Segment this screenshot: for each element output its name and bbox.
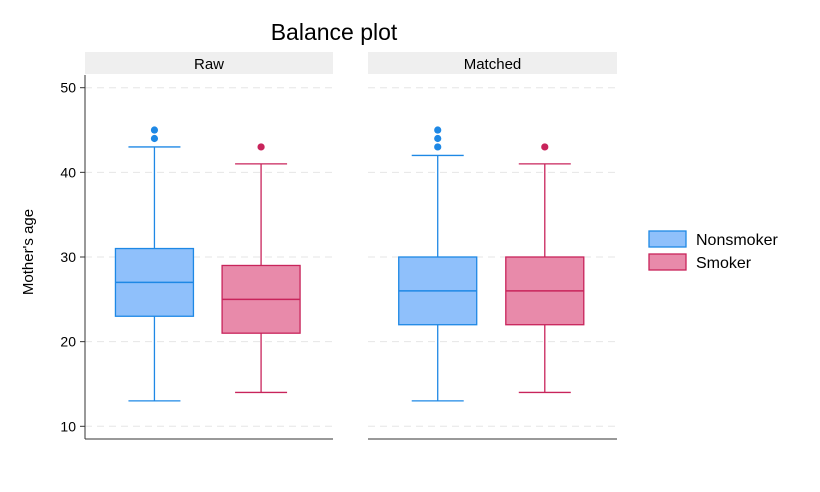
y-axis: 10 20 30 40 50 bbox=[60, 75, 86, 439]
legend-item-smoker: Smoker bbox=[648, 253, 752, 272]
y-axis-title: Mother's age bbox=[20, 209, 37, 295]
chart-title: Balance plot bbox=[271, 19, 398, 45]
y-tick-label: 50 bbox=[60, 80, 76, 96]
legend: Nonsmoker Smoker bbox=[648, 230, 778, 272]
y-tick-label: 30 bbox=[60, 249, 76, 265]
panel-strip-label: Raw bbox=[194, 56, 224, 73]
outlier-point bbox=[434, 143, 442, 151]
outlier-point bbox=[257, 143, 265, 151]
box-smoker bbox=[221, 143, 301, 394]
legend-label: Nonsmoker bbox=[696, 232, 778, 249]
legend-swatch bbox=[648, 230, 687, 248]
outlier-point bbox=[434, 126, 442, 134]
panel-raw: Raw bbox=[85, 52, 333, 440]
box-nonsmoker bbox=[114, 126, 195, 402]
panel-matched: Matched bbox=[368, 52, 617, 440]
y-tick-label: 20 bbox=[60, 334, 76, 350]
legend-swatch bbox=[648, 253, 687, 271]
box-nonsmoker bbox=[398, 126, 478, 402]
outlier-point bbox=[434, 134, 442, 143]
outlier-point bbox=[541, 143, 549, 151]
y-tick-label: 10 bbox=[60, 418, 76, 434]
panel-strip-label: Matched bbox=[464, 56, 522, 73]
panel-strip bbox=[368, 52, 617, 74]
outlier-point bbox=[150, 126, 159, 134]
outlier-point bbox=[150, 134, 159, 143]
panel-strip bbox=[85, 52, 333, 74]
legend-item-nonsmoker: Nonsmoker bbox=[648, 230, 778, 249]
box-smoker bbox=[505, 143, 585, 394]
legend-label: Smoker bbox=[696, 255, 752, 272]
y-tick-label: 40 bbox=[60, 164, 76, 180]
panels: Raw Matched bbox=[85, 52, 617, 440]
